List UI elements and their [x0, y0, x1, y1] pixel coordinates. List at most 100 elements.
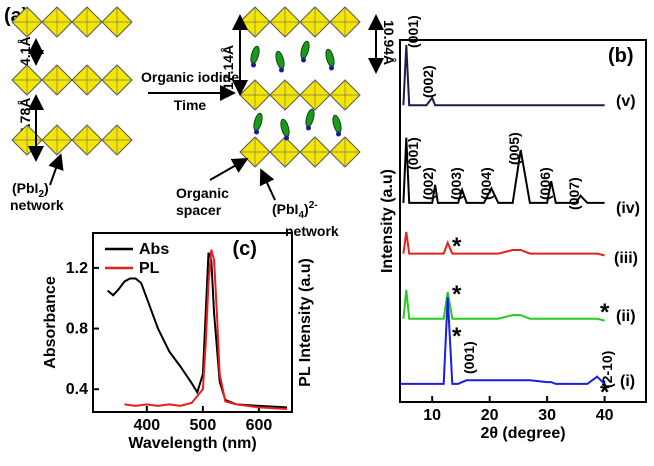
organic-spacer	[305, 108, 315, 128]
peak-annotation: (005)	[506, 132, 522, 165]
octahedron-edge	[42, 125, 72, 155]
series-label: (ii)	[616, 308, 636, 325]
peak-annotation: (001)	[405, 137, 421, 170]
spacer-head	[284, 135, 289, 141]
y2-axis-label: PL Intensity (a.u)	[297, 258, 314, 387]
octahedron-edge	[300, 80, 330, 110]
panel-label: (b)	[608, 45, 634, 67]
arrow	[209, 158, 249, 181]
spacer-head	[301, 57, 306, 63]
data-line	[400, 296, 606, 385]
legend-label: Abs	[139, 241, 169, 258]
octahedron-edge	[12, 65, 42, 95]
organic-spacer	[325, 48, 335, 68]
peak-annotation: *	[452, 233, 462, 260]
peak-annotation: (003)	[448, 167, 464, 200]
data-line	[402, 137, 605, 204]
arrow	[259, 168, 276, 201]
octahedron-edge	[72, 7, 102, 37]
arrow-label: Organic iodide	[141, 69, 239, 85]
x-tick-label: 40	[596, 407, 614, 424]
peak-annotation: (001)	[405, 15, 421, 48]
spacer-head	[329, 65, 334, 71]
spacer-label: spacer	[176, 202, 222, 218]
octahedron-edge	[240, 7, 270, 37]
chart: 10 20 30 40 2θ (degree) Intensity (a.u) (v) (iv…	[379, 15, 647, 442]
spacer-head	[254, 129, 259, 135]
organic-spacer	[300, 40, 310, 60]
peak-annotation: *	[600, 299, 610, 326]
octahedron-edge	[102, 125, 132, 155]
network-label: network	[285, 223, 339, 239]
octahedron-edge	[42, 7, 72, 37]
octahedron-edge	[12, 7, 42, 37]
network-label: (PbI4)2-	[272, 200, 318, 221]
x-tick-label: 20	[481, 407, 499, 424]
peak-annotation: *	[452, 281, 462, 308]
spacing-label: 4.1Å	[17, 36, 33, 66]
organic-spacer	[332, 114, 342, 134]
peak-annotation: (007)	[566, 177, 582, 210]
y-tick-label: 0.4	[66, 381, 88, 398]
data-line	[106, 252, 288, 409]
peak-annotation: (001)	[461, 341, 477, 374]
series-label: (iv)	[616, 200, 640, 217]
x-tick-label: 500	[190, 417, 217, 434]
octahedron-edge	[300, 137, 330, 167]
peak-annotation: (004)	[478, 167, 494, 200]
series-label: (iii)	[614, 250, 638, 267]
series-label: (i)	[620, 373, 635, 390]
spacer-head	[306, 125, 311, 131]
octahedron-edge	[330, 137, 360, 167]
data-line	[402, 45, 605, 107]
y-tick-label: 0.8	[66, 321, 88, 338]
octahedron-edge	[270, 7, 300, 37]
spacing-label: 10.94Å	[381, 20, 397, 65]
chart: 400 500 600 0.4 0.8 1.2 Wavelength (nm) Absorba…	[42, 232, 314, 452]
data-line	[402, 289, 605, 322]
organic-spacer	[253, 112, 263, 132]
x-tick-label: 600	[246, 417, 273, 434]
octahedron-edge	[330, 7, 360, 37]
panel-label: (c)	[233, 238, 257, 260]
plot-frame	[92, 232, 293, 413]
peak-annotation: *	[452, 323, 462, 350]
network-label: network	[10, 197, 64, 213]
peak-annotation: (2-10)	[599, 351, 615, 388]
octahedron-edge	[240, 80, 270, 110]
series-label: (v)	[616, 93, 636, 110]
organic-spacer	[275, 50, 285, 70]
organic-spacer	[280, 118, 290, 138]
octahedron-edge	[270, 137, 300, 167]
peak-annotation: (002)	[420, 167, 436, 200]
octahedron-edge	[72, 65, 102, 95]
legend-label: PL	[139, 260, 160, 277]
octahedron-edge	[42, 65, 72, 95]
plot-frame	[399, 39, 647, 403]
octahedron-edge	[72, 125, 102, 155]
organic-spacer	[250, 45, 260, 65]
octahedron-edge	[102, 65, 132, 95]
data-line	[402, 231, 605, 257]
y-axis-label: Intensity (a.u)	[379, 169, 396, 273]
x-tick-label: 30	[538, 407, 556, 424]
x-tick-label: 400	[133, 417, 160, 434]
data-line	[124, 249, 288, 410]
octahedron-edge	[330, 80, 360, 110]
spacing-label: 17.14Å	[220, 45, 236, 90]
y-tick-label: 1.2	[66, 260, 88, 277]
spacer-head	[251, 62, 256, 68]
x-axis-label: 2θ (degree)	[480, 425, 565, 442]
arrow	[48, 153, 64, 186]
octahedron-edge	[240, 137, 270, 167]
peak-annotation: (002)	[420, 65, 436, 98]
spacer-head	[336, 131, 341, 137]
octahedron-edge	[270, 80, 300, 110]
x-axis-label: Wavelength (nm)	[128, 435, 256, 452]
peak-annotation: *	[600, 379, 610, 406]
spacer-head	[279, 67, 284, 73]
y-axis-label: Absorbance	[42, 276, 59, 369]
diagram: (a) 4.1Å 6.78Å (PbI2) network Organic io…	[4, 5, 397, 239]
spacer-label: Organic	[176, 185, 229, 201]
